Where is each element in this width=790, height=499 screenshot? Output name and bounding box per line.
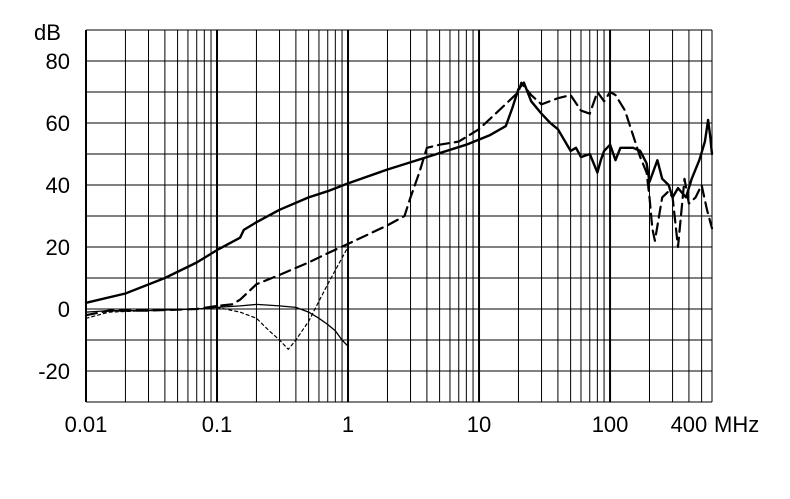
x-unit-label: MHz [714, 412, 759, 437]
y-tick-label: 20 [46, 235, 70, 260]
y-tick-label: -20 [38, 359, 70, 384]
y-unit-label: dB [34, 20, 61, 45]
grid [85, 29, 713, 403]
x-tick-label: 0.01 [65, 412, 108, 437]
y-tick-label: 0 [58, 297, 70, 322]
y-tick-label: 80 [46, 49, 70, 74]
series-line-solid-thick [84, 81, 714, 304]
series-line-dotted-thin [85, 246, 349, 350]
x-tick-label: 10 [467, 412, 491, 437]
x-tick-label: 400 [671, 412, 708, 437]
y-tick-label: 60 [46, 111, 70, 136]
series-line-solid-thin [85, 303, 349, 347]
x-tick-label: 100 [592, 412, 629, 437]
x-tick-label: 1 [342, 412, 354, 437]
y-tick-label: 40 [46, 173, 70, 198]
series-group [84, 81, 714, 350]
series-line-dashed [84, 81, 714, 317]
x-tick-label: 0.1 [202, 412, 233, 437]
axes: 80 60 40 20 0 -20 0.01 0.1 1 10 100 400 [38, 49, 707, 437]
